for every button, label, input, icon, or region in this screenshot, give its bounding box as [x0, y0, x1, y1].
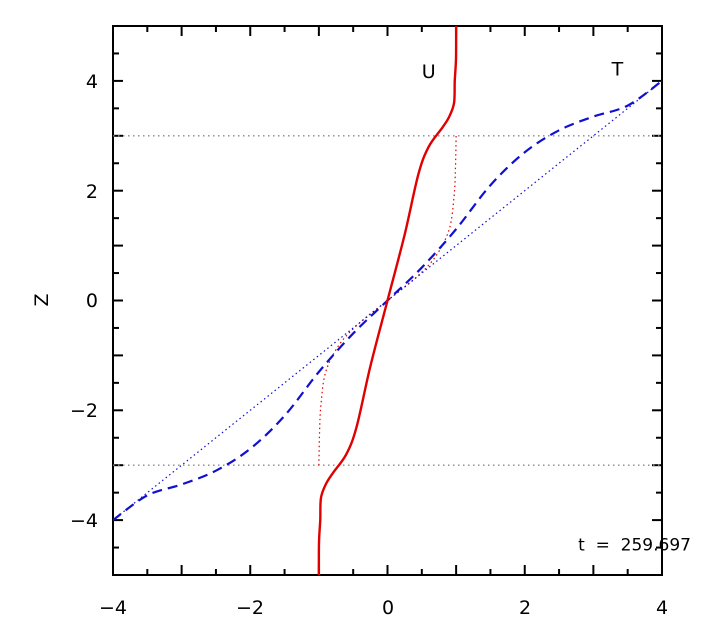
y-axis-label: Z: [31, 293, 53, 306]
series-group: [113, 26, 662, 575]
x-tick-label: −4: [99, 597, 127, 619]
y-tick-label: −4: [70, 510, 98, 532]
reference-lines: [113, 135, 662, 466]
x-tick-label: 2: [519, 597, 531, 619]
series-label-t: T: [611, 58, 624, 80]
series-label-u: U: [422, 61, 436, 83]
x-tick-label: 0: [382, 597, 394, 619]
y-tick-label: −2: [70, 400, 98, 422]
x-tick-label: −2: [236, 597, 264, 619]
y-tick-label: 2: [86, 181, 98, 203]
series-line-u: [317, 26, 458, 575]
y-tick-labels: 4 2 0 −2 −4: [70, 71, 98, 532]
x-tick-label: 4: [656, 597, 668, 619]
x-tick-labels: −4 −2 0 2 4: [99, 597, 668, 619]
time-annotation: t = 259.697: [578, 535, 691, 555]
y-tick-label: 0: [86, 290, 98, 312]
y-tick-label: 4: [86, 71, 98, 93]
